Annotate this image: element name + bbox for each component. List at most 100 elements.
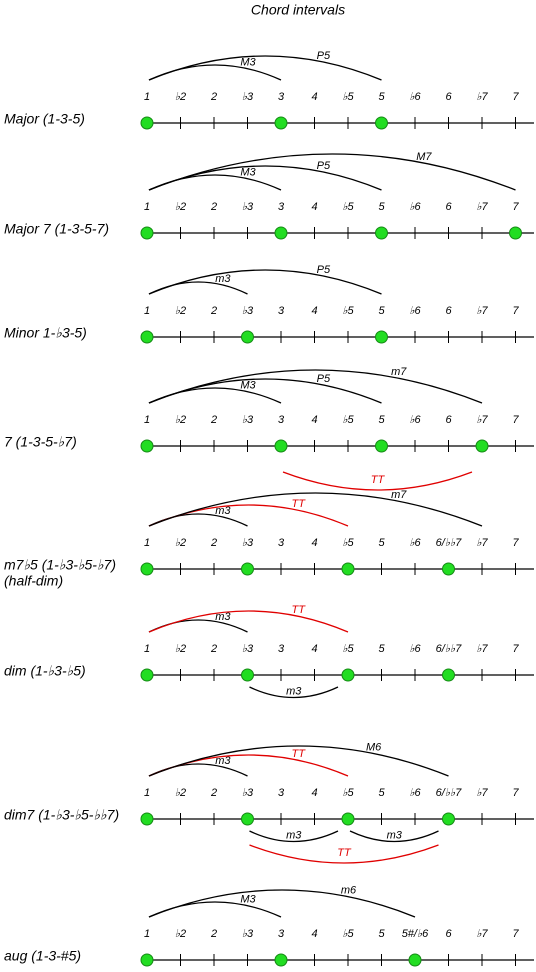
degree-label: 1 xyxy=(144,537,150,549)
chord-name: aug (1-3-#5) xyxy=(4,948,81,964)
degree-label: ♭2 xyxy=(175,201,186,213)
degree-label: 4 xyxy=(311,91,317,103)
note-dot xyxy=(241,812,254,826)
note-dot xyxy=(375,226,388,240)
interval-label: m3 xyxy=(215,505,231,517)
degree-label: ♭7 xyxy=(476,537,488,549)
degree-label: 2 xyxy=(210,201,217,213)
interval-label: TT xyxy=(337,847,352,859)
degree-label: 3 xyxy=(278,91,285,103)
chord-name: m7♭5 (1-♭3-♭5-♭7) xyxy=(4,557,116,573)
degree-label: 6/♭♭7 xyxy=(436,537,463,549)
interval-arc xyxy=(282,471,473,491)
degree-label: ♭3 xyxy=(242,787,254,799)
interval-label: M3 xyxy=(240,894,256,906)
degree-label: ♭3 xyxy=(242,91,254,103)
chord-subtitle: (half-dim) xyxy=(4,573,63,589)
note-dot xyxy=(475,439,489,453)
note-dot xyxy=(375,116,388,130)
interval-arc xyxy=(148,889,416,918)
note-dot xyxy=(375,439,388,453)
degree-label: ♭3 xyxy=(242,928,254,940)
chord-name: Minor 1-♭3-5) xyxy=(4,325,87,341)
degree-label: 7 xyxy=(512,91,519,103)
degree-label: 7 xyxy=(512,414,519,426)
degree-label: ♭5 xyxy=(342,928,354,940)
interval-label: M3 xyxy=(240,57,256,69)
degree-label: 3 xyxy=(278,305,285,317)
degree-label: 6 xyxy=(445,305,452,317)
degree-label: ♭6 xyxy=(409,643,421,655)
degree-label: 2 xyxy=(210,643,217,655)
chord-name: Major 7 (1-3-5-7) xyxy=(4,221,109,237)
interval-arc xyxy=(148,269,382,295)
degree-label: 5#/♭6 xyxy=(402,928,429,940)
degree-label: 1 xyxy=(144,414,150,426)
degree-label: ♭2 xyxy=(175,928,186,940)
degree-label: ♭6 xyxy=(409,537,421,549)
degree-label: 3 xyxy=(278,537,285,549)
degree-label: ♭5 xyxy=(342,91,354,103)
degree-label: 5 xyxy=(378,91,385,103)
degree-label: 7 xyxy=(512,201,519,213)
degree-label: 2 xyxy=(210,305,217,317)
degree-label: 7 xyxy=(512,537,519,549)
degree-label: ♭7 xyxy=(476,643,488,655)
interval-arc xyxy=(349,830,439,843)
note-dot xyxy=(375,330,388,344)
degree-label: 3 xyxy=(278,928,285,940)
degree-label: 7 xyxy=(512,787,519,799)
note-dot xyxy=(274,439,288,453)
degree-label: 6/♭♭7 xyxy=(436,787,463,799)
note-dot xyxy=(341,668,355,682)
degree-label: 2 xyxy=(210,787,217,799)
chord-name: Major (1-3-5) xyxy=(4,111,85,127)
note-dot xyxy=(274,226,288,240)
interval-label: m3 xyxy=(215,611,231,623)
interval-label: M3 xyxy=(240,380,256,392)
interval-arc xyxy=(249,830,339,843)
note-dot xyxy=(408,953,422,967)
note-dot xyxy=(241,562,254,576)
note-dot xyxy=(140,439,154,453)
degree-label: 5 xyxy=(378,928,385,940)
degree-label: 1 xyxy=(144,928,150,940)
degree-label: 5 xyxy=(378,414,385,426)
degree-label: 1 xyxy=(144,643,150,655)
note-dot xyxy=(509,226,522,240)
degree-label: ♭2 xyxy=(175,305,186,317)
degree-label: ♭3 xyxy=(242,414,254,426)
note-dot xyxy=(274,116,288,130)
degree-label: 3 xyxy=(278,643,285,655)
degree-label: ♭5 xyxy=(342,305,354,317)
degree-label: 5 xyxy=(378,537,385,549)
degree-label: 5 xyxy=(378,643,385,655)
interval-label: M7 xyxy=(416,151,432,163)
interval-arc xyxy=(148,610,349,633)
degree-label: 6 xyxy=(445,91,452,103)
degree-label: 4 xyxy=(311,787,317,799)
degree-label: ♭7 xyxy=(476,787,488,799)
degree-label: ♭2 xyxy=(175,91,186,103)
note-dot xyxy=(442,812,455,826)
degree-label: ♭7 xyxy=(476,305,488,317)
note-dot xyxy=(140,668,154,682)
interval-label: m6 xyxy=(341,885,357,897)
note-dot xyxy=(241,668,254,682)
degree-label: ♭2 xyxy=(175,414,186,426)
degree-label: ♭6 xyxy=(409,787,421,799)
note-dot xyxy=(140,953,154,967)
degree-label: 2 xyxy=(210,537,217,549)
degree-label: ♭7 xyxy=(476,91,488,103)
degree-label: ♭7 xyxy=(476,928,488,940)
degree-label: ♭6 xyxy=(409,91,421,103)
degree-label: 2 xyxy=(210,91,217,103)
degree-label: 6/♭♭7 xyxy=(436,643,463,655)
interval-label: P5 xyxy=(317,50,331,62)
degree-label: ♭3 xyxy=(242,201,254,213)
chord-name: 7 (1-3-5-♭7) xyxy=(4,434,77,450)
interval-label: TT xyxy=(292,498,307,510)
degree-label: 5 xyxy=(378,201,385,213)
note-dot xyxy=(140,812,154,826)
note-dot xyxy=(241,330,254,344)
